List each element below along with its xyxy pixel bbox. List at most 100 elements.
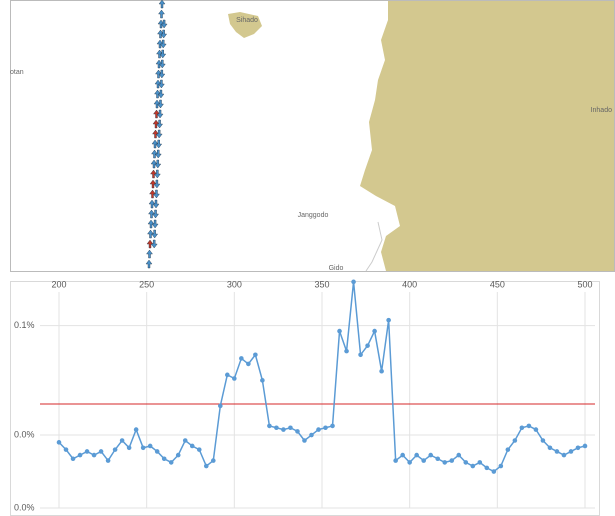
arrow bbox=[160, 29, 168, 39]
map-label: Janggodo bbox=[298, 212, 329, 219]
arrow bbox=[152, 199, 160, 209]
point bbox=[260, 378, 265, 383]
point bbox=[70, 456, 76, 462]
arrow bbox=[159, 39, 167, 49]
arrow bbox=[154, 149, 162, 159]
point bbox=[126, 445, 132, 451]
point bbox=[147, 443, 153, 449]
point bbox=[119, 438, 125, 443]
arrow bbox=[150, 239, 158, 249]
point bbox=[140, 445, 146, 451]
point bbox=[105, 458, 111, 463]
point bbox=[281, 427, 286, 432]
arrow bbox=[157, 89, 165, 99]
point bbox=[218, 403, 223, 409]
vessel-arrows bbox=[145, 0, 168, 269]
point bbox=[351, 279, 356, 285]
point bbox=[267, 423, 272, 429]
arrow bbox=[153, 189, 160, 199]
point bbox=[253, 352, 258, 358]
point bbox=[400, 452, 405, 458]
point bbox=[246, 361, 251, 367]
point bbox=[323, 425, 328, 431]
point bbox=[309, 432, 314, 438]
arrow bbox=[153, 169, 161, 179]
point bbox=[225, 372, 230, 378]
point bbox=[182, 438, 188, 443]
x-tick-label: 250 bbox=[139, 279, 154, 289]
point bbox=[533, 427, 539, 432]
point bbox=[56, 440, 62, 445]
point bbox=[428, 452, 434, 458]
line bbox=[58, 281, 586, 473]
point bbox=[484, 465, 490, 471]
map: otan Sihado Inhado Janggodo Gido bbox=[10, 0, 615, 272]
arrow bbox=[158, 59, 166, 69]
chart-frame bbox=[10, 281, 600, 516]
arrow bbox=[152, 209, 159, 219]
point bbox=[189, 443, 195, 449]
arrow bbox=[158, 79, 165, 89]
arrow bbox=[154, 159, 162, 169]
point bbox=[98, 449, 104, 454]
point bbox=[239, 356, 244, 361]
point bbox=[414, 452, 419, 458]
point bbox=[435, 456, 441, 462]
arrow bbox=[151, 219, 159, 229]
point bbox=[175, 452, 181, 458]
arrow bbox=[153, 179, 161, 189]
point bbox=[274, 425, 279, 431]
chart: 200 250 300 350 400 450 500 0.1% 0.0% 0.0% bbox=[14, 279, 595, 512]
map-label: Sihado bbox=[236, 17, 258, 24]
arrow bbox=[157, 99, 164, 109]
x-tick-label: 300 bbox=[227, 279, 242, 289]
point bbox=[316, 427, 321, 432]
point bbox=[133, 427, 139, 432]
point bbox=[112, 447, 118, 452]
point bbox=[77, 452, 83, 458]
x-tick-label: 350 bbox=[314, 279, 329, 289]
point bbox=[295, 429, 300, 434]
point bbox=[365, 343, 370, 348]
arrow bbox=[146, 249, 153, 259]
point bbox=[210, 458, 216, 463]
point bbox=[477, 460, 483, 465]
point bbox=[330, 423, 335, 429]
point bbox=[358, 352, 363, 358]
x-tick-label: 500 bbox=[577, 279, 592, 289]
point bbox=[302, 438, 307, 443]
point bbox=[540, 438, 546, 443]
point bbox=[91, 452, 97, 458]
point bbox=[442, 460, 448, 465]
arrow bbox=[155, 139, 163, 149]
point bbox=[456, 452, 462, 458]
point bbox=[232, 376, 237, 381]
x-tick-label: 400 bbox=[402, 279, 417, 289]
arrow bbox=[158, 9, 165, 19]
point bbox=[575, 445, 581, 451]
point bbox=[547, 445, 553, 451]
road bbox=[365, 221, 383, 272]
point bbox=[344, 348, 349, 354]
x-tick-label: 450 bbox=[490, 279, 505, 289]
island bbox=[228, 12, 262, 38]
arrow bbox=[151, 229, 159, 239]
point bbox=[337, 328, 342, 334]
point bbox=[505, 447, 511, 452]
point bbox=[63, 447, 69, 452]
map-label: otan bbox=[10, 69, 24, 76]
arrow bbox=[145, 259, 153, 269]
point bbox=[421, 458, 426, 463]
point bbox=[568, 449, 574, 454]
point bbox=[407, 460, 412, 465]
map-label: Gido bbox=[329, 265, 344, 272]
y-tick-label: 0.1% bbox=[14, 320, 35, 330]
point bbox=[554, 449, 560, 454]
point bbox=[463, 460, 469, 465]
point bbox=[526, 423, 532, 429]
point bbox=[196, 447, 202, 452]
arrow bbox=[158, 69, 166, 79]
point bbox=[288, 425, 293, 431]
